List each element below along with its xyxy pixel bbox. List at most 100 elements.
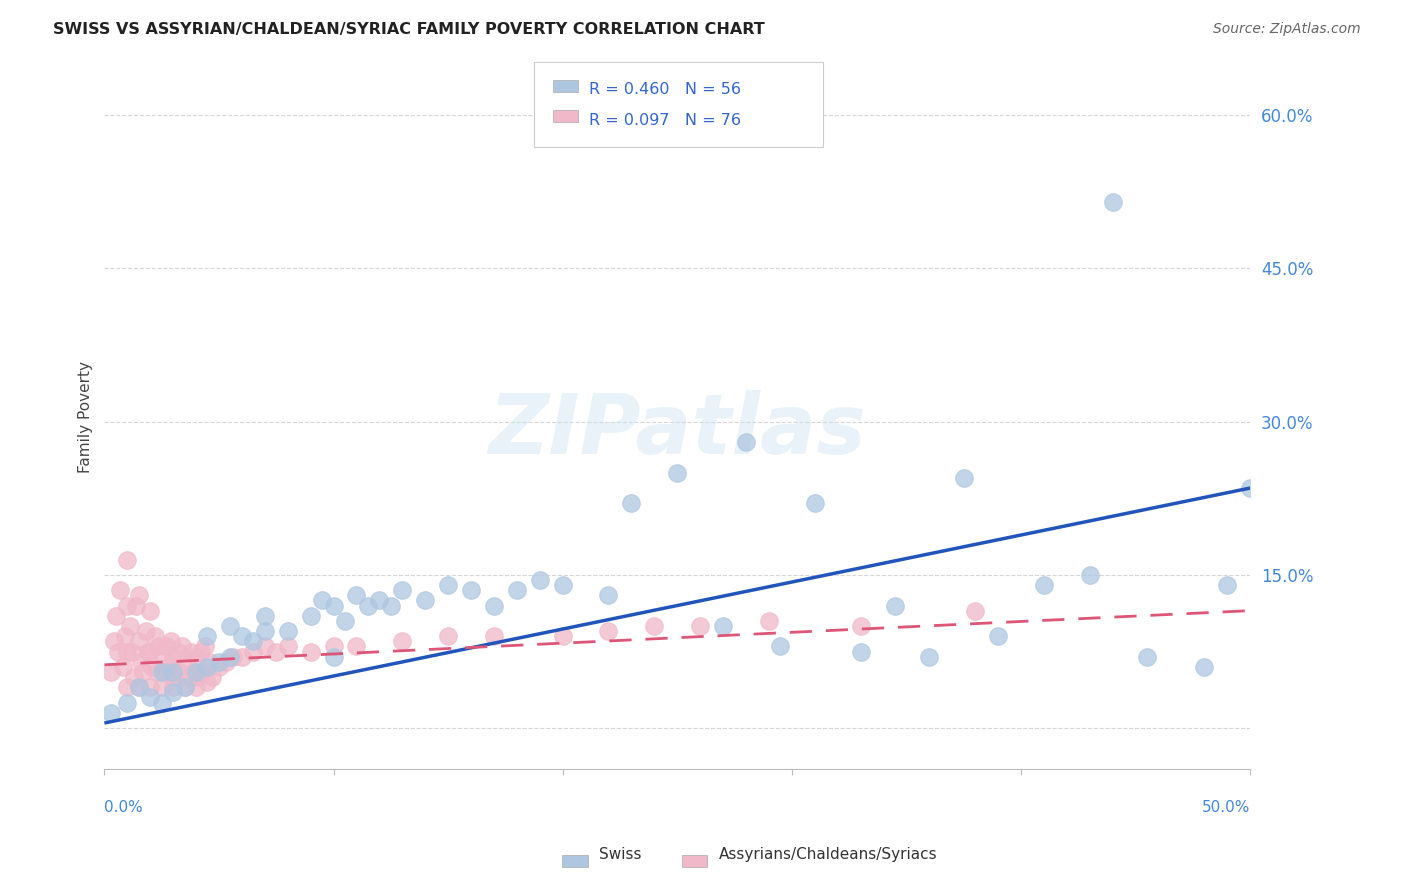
Y-axis label: Family Poverty: Family Poverty [79, 360, 93, 473]
Point [104, 608, 127, 623]
Point [166, 644, 188, 658]
Point [103, 634, 125, 648]
Point [121, 644, 143, 658]
Point [299, 608, 322, 623]
Point [277, 640, 299, 654]
Point [368, 593, 391, 607]
Point [460, 583, 482, 598]
Point [242, 634, 264, 648]
Point [100, 706, 122, 720]
Point [110, 583, 132, 598]
Point [128, 588, 150, 602]
Point [506, 583, 529, 598]
Text: Assyrians/Chaldeans/Syriacs: Assyrians/Chaldeans/Syriacs [718, 847, 936, 862]
Point [620, 496, 643, 510]
Point [1078, 567, 1101, 582]
Point [155, 640, 177, 654]
Point [551, 578, 574, 592]
Point [1136, 649, 1159, 664]
Point [141, 660, 163, 674]
Point [215, 655, 238, 669]
Point [117, 552, 139, 566]
Text: 0.0%: 0.0% [104, 799, 143, 814]
Point [150, 665, 173, 679]
Point [173, 680, 195, 694]
Point [437, 629, 460, 643]
Point [529, 573, 551, 587]
Point [322, 640, 344, 654]
Point [758, 614, 780, 628]
Point [803, 496, 825, 510]
Text: Source: ZipAtlas.com: Source: ZipAtlas.com [1213, 22, 1361, 37]
Point [157, 660, 180, 674]
Point [139, 680, 162, 694]
Point [125, 599, 148, 613]
Point [965, 604, 987, 618]
Point [184, 649, 207, 664]
Point [322, 649, 344, 664]
Text: 50.0%: 50.0% [1202, 799, 1250, 814]
Point [176, 655, 198, 669]
Point [179, 670, 201, 684]
Point [666, 466, 689, 480]
Point [413, 593, 436, 607]
Point [437, 578, 460, 592]
Point [264, 644, 287, 658]
Point [139, 604, 162, 618]
Text: R = 0.097   N = 76: R = 0.097 N = 76 [589, 113, 741, 128]
Text: Swiss: Swiss [599, 847, 641, 862]
Point [735, 435, 758, 450]
Point [987, 629, 1010, 643]
Point [849, 619, 872, 633]
Point [162, 665, 184, 679]
Point [1192, 660, 1215, 674]
Point [162, 680, 184, 694]
Point [100, 665, 122, 679]
Point [107, 644, 129, 658]
Point [150, 696, 173, 710]
Point [598, 624, 620, 638]
Point [253, 608, 276, 623]
Point [231, 629, 253, 643]
Point [357, 599, 380, 613]
Point [346, 640, 368, 654]
Point [187, 670, 209, 684]
Point [139, 644, 162, 658]
Point [190, 644, 212, 658]
Point [1216, 578, 1239, 592]
Point [191, 665, 214, 679]
Point [219, 649, 242, 664]
Point [150, 644, 173, 658]
Point [1032, 578, 1054, 592]
Point [117, 696, 139, 710]
Point [952, 471, 974, 485]
Point [299, 644, 322, 658]
Point [184, 665, 207, 679]
Text: SWISS VS ASSYRIAN/CHALDEAN/SYRIAC FAMILY POVERTY CORRELATION CHART: SWISS VS ASSYRIAN/CHALDEAN/SYRIAC FAMILY… [53, 22, 765, 37]
Point [153, 665, 176, 679]
Text: ZIPatlas: ZIPatlas [488, 390, 866, 471]
Point [117, 644, 139, 658]
Point [208, 655, 231, 669]
Point [551, 629, 574, 643]
Point [198, 655, 221, 669]
Point [380, 599, 402, 613]
Text: R = 0.460   N = 56: R = 0.460 N = 56 [589, 82, 741, 97]
Point [184, 680, 207, 694]
Point [148, 640, 170, 654]
Point [118, 619, 141, 633]
Point [194, 640, 217, 654]
Point [689, 619, 711, 633]
Point [849, 644, 872, 658]
Point [222, 649, 245, 664]
Point [918, 649, 941, 664]
Point [132, 665, 155, 679]
Point [128, 680, 150, 694]
Point [150, 680, 173, 694]
Point [172, 640, 194, 654]
Point [253, 624, 276, 638]
Point [208, 660, 231, 674]
Point [143, 629, 166, 643]
Point [183, 665, 205, 679]
Point [160, 634, 183, 648]
